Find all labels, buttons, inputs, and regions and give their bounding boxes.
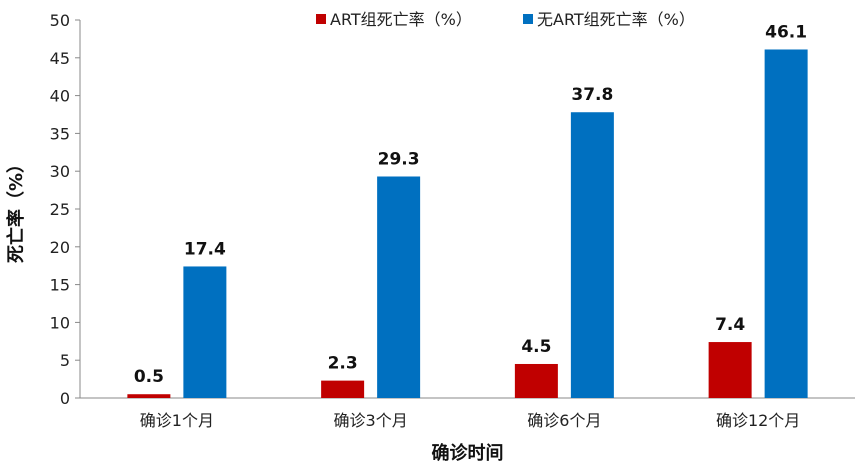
x-axis-title: 确诊时间 [432,442,504,464]
bar-series1-1 [127,394,171,398]
y-tick-label: 35 [50,124,70,143]
data-label: 37.8 [571,85,613,105]
y-tick-label: 10 [50,313,70,332]
data-label: 7.4 [715,315,745,335]
x-category-label: 确诊3个月 [334,411,408,430]
y-tick-label: 45 [50,49,70,68]
y-axis-title: 死亡率（%） [5,155,27,263]
data-label: 29.3 [378,149,420,169]
data-label: 0.5 [134,367,164,387]
y-axis-ticks: 0 5 10 15 20 25 30 35 40 45 50 [50,11,80,408]
x-axis-category-labels: 确诊1个月 确诊3个月 确诊6个月 确诊12个月 [140,411,801,430]
bar-series1-4 [708,342,752,398]
x-category-label: 确诊1个月 [140,411,214,430]
bar-series2-4 [764,49,808,398]
y-tick-label: 0 [60,389,70,408]
data-labels-group: 0.5 17.4 2.3 29.3 4.5 37.8 7.4 46.1 [134,22,807,387]
y-tick-label: 40 [50,87,70,106]
y-tick-label: 50 [50,11,70,30]
y-tick-label: 15 [50,276,70,295]
data-label: 4.5 [521,337,551,357]
bar-series2-1 [183,266,227,398]
x-category-label: 确诊6个月 [527,411,601,430]
x-category-label: 确诊12个月 [716,411,800,430]
data-label: 46.1 [765,22,807,42]
y-tick-label: 25 [50,200,70,219]
y-tick-label: 20 [50,238,70,257]
legend-label: 无ART组死亡率（%） [537,10,695,29]
y-tick-label: 5 [60,351,70,370]
legend: ART组死亡率（%） 无ART组死亡率（%） [316,10,695,29]
data-label: 17.4 [184,239,226,259]
data-label: 2.3 [328,354,358,374]
bars-group [127,49,808,399]
legend-label: ART组死亡率（%） [330,10,472,29]
bar-series1-2 [321,380,365,398]
bar-series2-2 [377,176,421,398]
legend-swatch [523,14,533,24]
bar-series1-3 [514,363,558,398]
bar-series2-3 [570,112,614,399]
y-tick-label: 30 [50,162,70,181]
legend-swatch [316,14,326,24]
